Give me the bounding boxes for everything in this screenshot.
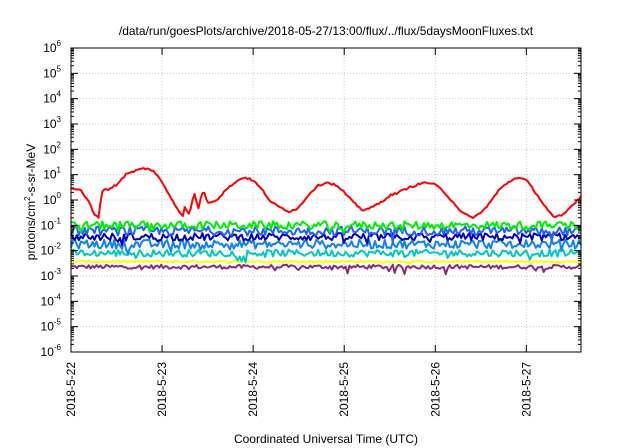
x-tick-label: 2018-5-26 [428, 362, 442, 417]
x-tick-label: 2018-5-27 [519, 362, 533, 417]
series-line [71, 220, 582, 235]
x-tick-labels: 2018-5-22 2018-5-23 2018-5-24 2018-5-25 2018… [64, 48, 533, 417]
x-tick-label: 2018-5-24 [246, 362, 260, 417]
x-tick-label: 2018-5-22 [64, 362, 78, 417]
y-tick-labels: 10-6 10-5 10-4 10-3 10-2 10-1 100 101 102 103 104 1… [41, 39, 581, 359]
y-tick-label: 101 [43, 166, 61, 182]
y-axis-label-main: protons/cm [24, 201, 38, 260]
y-axis-label-rest: -s-sr-MeV [24, 144, 38, 197]
series-line [70, 259, 582, 265]
y-axis-label-sup: 2 [23, 196, 32, 201]
grid [71, 48, 581, 352]
y-tick-label: 10-3 [41, 267, 62, 283]
y-tick-label: 10-4 [41, 292, 62, 308]
y-tick-label: 100 [43, 191, 61, 207]
series-line [70, 248, 582, 264]
y-tick-label: 102 [43, 140, 61, 156]
series-group [70, 167, 582, 276]
y-tick-label: 106 [43, 39, 61, 55]
series-line [70, 238, 582, 255]
x-tick-label: 2018-5-25 [337, 362, 351, 417]
y-tick-label: 10-1 [41, 216, 62, 232]
series-line [70, 167, 582, 219]
series-line [70, 232, 582, 247]
y-tick-label: 10-2 [41, 242, 62, 258]
y-tick-label: 103 [43, 115, 61, 131]
chart-title: /data/run/goesPlots/archive/2018-05-27/1… [119, 24, 534, 38]
y-tick-label: 10-5 [41, 318, 62, 334]
y-tick-label: 10-6 [41, 343, 62, 359]
y-axis-label: protons/cm2-s-sr-MeV [23, 144, 38, 260]
y-tick-label: 104 [43, 90, 61, 106]
x-axis-label: Coordinated Universal Time (UTC) [234, 432, 418, 446]
y-tick-label: 105 [43, 64, 61, 80]
x-tick-label: 2018-5-23 [155, 362, 169, 417]
series-line [70, 225, 582, 244]
series-line [70, 263, 581, 276]
